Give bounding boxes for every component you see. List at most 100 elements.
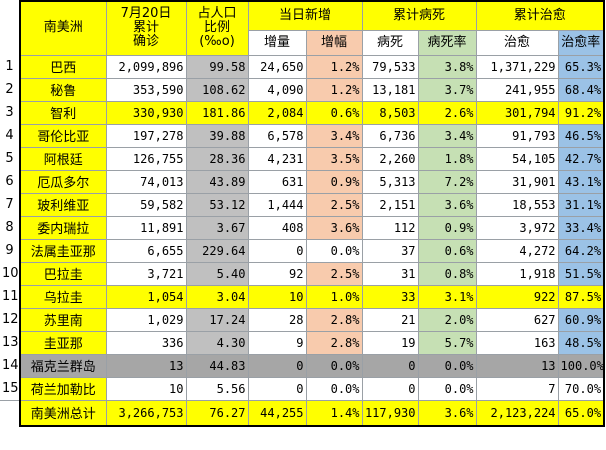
table-row: 4 哥伦比亚 197,278 39.88 6,578 3.4% 6,736 3.4% 91,79… bbox=[0, 123, 606, 148]
inc-cell: 2,084 bbox=[247, 100, 307, 125]
inc-cell: 92 bbox=[247, 261, 307, 286]
rec-rate-cell: 33.4% bbox=[557, 215, 606, 240]
deaths-cell: 2,151 bbox=[361, 192, 419, 217]
confirmed-cell: 74,013 bbox=[105, 169, 187, 194]
rec-rate-cell: 65.3% bbox=[557, 54, 606, 79]
inc-rate-cell: 0.0% bbox=[305, 353, 363, 378]
ratio-cell: 108.62 bbox=[185, 77, 249, 102]
total-row: 南美洲总计 3,266,753 76.27 44,255 1.4% 117,930 3.6%… bbox=[0, 399, 606, 427]
deaths-cell: 112 bbox=[361, 215, 419, 240]
recovered-cell: 922 bbox=[475, 284, 559, 309]
total-inc-rate: 1.4% bbox=[305, 399, 363, 427]
row-index: 5 bbox=[0, 147, 21, 170]
header-death-rate: 病死率 bbox=[417, 29, 477, 56]
death-rate-cell: 1.8% bbox=[417, 146, 477, 171]
inc-cell: 0 bbox=[247, 238, 307, 263]
recovered-cell: 1,918 bbox=[475, 261, 559, 286]
ratio-cell: 5.56 bbox=[185, 376, 249, 401]
inc-cell: 1,444 bbox=[247, 192, 307, 217]
death-rate-cell: 0.0% bbox=[417, 353, 477, 378]
inc-rate-cell: 2.8% bbox=[305, 307, 363, 332]
rec-rate-cell: 87.5% bbox=[557, 284, 606, 309]
death-rate-cell: 3.8% bbox=[417, 54, 477, 79]
inc-rate-cell: 1.2% bbox=[305, 77, 363, 102]
header-cum-recovered: 累计治愈 bbox=[475, 0, 606, 31]
confirmed-cell: 13 bbox=[105, 353, 187, 378]
recovered-cell: 31,901 bbox=[475, 169, 559, 194]
header-confirmed-line1: 7月20日 bbox=[120, 6, 172, 22]
death-rate-cell: 0.8% bbox=[417, 261, 477, 286]
header-confirmed-line3: 确诊 bbox=[132, 34, 159, 50]
ratio-cell: 3.67 bbox=[185, 215, 249, 240]
confirmed-cell: 11,891 bbox=[105, 215, 187, 240]
ratio-cell: 229.64 bbox=[185, 238, 249, 263]
header-confirmed-line2: 累计 bbox=[132, 20, 159, 36]
header-ratio-line2: 比例 bbox=[203, 20, 230, 36]
confirmed-cell: 59,582 bbox=[105, 192, 187, 217]
inc-rate-cell: 1.0% bbox=[305, 284, 363, 309]
country-cell: 委内瑞拉 bbox=[19, 215, 107, 240]
death-rate-cell: 2.0% bbox=[417, 307, 477, 332]
row-index: 8 bbox=[0, 216, 21, 239]
country-cell: 乌拉圭 bbox=[19, 284, 107, 309]
recovered-cell: 13 bbox=[475, 353, 559, 378]
recovered-cell: 301,794 bbox=[475, 100, 559, 125]
rec-rate-cell: 64.2% bbox=[557, 238, 606, 263]
row-index: 9 bbox=[0, 239, 21, 262]
deaths-cell: 33 bbox=[361, 284, 419, 309]
ratio-cell: 181.86 bbox=[185, 100, 249, 125]
inc-rate-cell: 2.5% bbox=[305, 192, 363, 217]
inc-rate-cell: 0.0% bbox=[305, 376, 363, 401]
ratio-cell: 99.58 bbox=[185, 54, 249, 79]
table-row: 3 智利 330,930 181.86 2,084 0.6% 8,503 2.6% 301,79… bbox=[0, 100, 606, 125]
country-cell: 阿根廷 bbox=[19, 146, 107, 171]
rec-rate-cell: 48.5% bbox=[557, 330, 606, 355]
inc-cell: 28 bbox=[247, 307, 307, 332]
confirmed-cell: 353,590 bbox=[105, 77, 187, 102]
inc-cell: 4,090 bbox=[247, 77, 307, 102]
country-cell: 荷兰加勒比 bbox=[19, 376, 107, 401]
death-rate-cell: 3.6% bbox=[417, 192, 477, 217]
confirmed-cell: 330,930 bbox=[105, 100, 187, 125]
total-ratio: 76.27 bbox=[185, 399, 249, 427]
table-row: 8 委内瑞拉 11,891 3.67 408 3.6% 112 0.9% 3,972 33.4% bbox=[0, 215, 606, 240]
country-cell: 巴拉圭 bbox=[19, 261, 107, 286]
header-region: 南美洲 bbox=[19, 0, 107, 56]
deaths-cell: 6,736 bbox=[361, 123, 419, 148]
header-ratio: 占人口 比例 (‰o) bbox=[185, 0, 249, 56]
ratio-cell: 43.89 bbox=[185, 169, 249, 194]
deaths-cell: 2,260 bbox=[361, 146, 419, 171]
death-rate-cell: 3.4% bbox=[417, 123, 477, 148]
table-row: 10 巴拉圭 3,721 5.40 92 2.5% 31 0.8% 1,918 51.5% bbox=[0, 261, 606, 286]
table-row: 2 秘鲁 353,590 108.62 4,090 1.2% 13,181 3.7% 241,9… bbox=[0, 77, 606, 102]
inc-cell: 0 bbox=[247, 376, 307, 401]
row-index: 13 bbox=[0, 331, 21, 354]
inc-rate-cell: 0.6% bbox=[305, 100, 363, 125]
recovered-cell: 163 bbox=[475, 330, 559, 355]
header-daily-increase: 增量 bbox=[247, 29, 307, 56]
deaths-cell: 0 bbox=[361, 353, 419, 378]
death-rate-cell: 2.6% bbox=[417, 100, 477, 125]
table-row: 11 乌拉圭 1,054 3.04 10 1.0% 33 3.1% 922 87.5% bbox=[0, 284, 606, 309]
confirmed-cell: 197,278 bbox=[105, 123, 187, 148]
inc-rate-cell: 3.4% bbox=[305, 123, 363, 148]
inc-cell: 631 bbox=[247, 169, 307, 194]
country-cell: 福克兰群岛 bbox=[19, 353, 107, 378]
inc-cell: 24,650 bbox=[247, 54, 307, 79]
inc-rate-cell: 2.8% bbox=[305, 330, 363, 355]
recovered-cell: 18,553 bbox=[475, 192, 559, 217]
header-daily-rate: 增幅 bbox=[305, 29, 363, 56]
header-recovery-rate: 治愈率 bbox=[557, 29, 606, 56]
corner-cell bbox=[0, 1, 21, 30]
inc-cell: 10 bbox=[247, 284, 307, 309]
confirmed-cell: 3,721 bbox=[105, 261, 187, 286]
recovered-cell: 4,272 bbox=[475, 238, 559, 263]
recovered-cell: 627 bbox=[475, 307, 559, 332]
inc-cell: 6,578 bbox=[247, 123, 307, 148]
country-cell: 苏里南 bbox=[19, 307, 107, 332]
death-rate-cell: 3.7% bbox=[417, 77, 477, 102]
ratio-cell: 17.24 bbox=[185, 307, 249, 332]
row-index: 4 bbox=[0, 124, 21, 147]
confirmed-cell: 10 bbox=[105, 376, 187, 401]
header-recovered: 治愈 bbox=[475, 29, 559, 56]
